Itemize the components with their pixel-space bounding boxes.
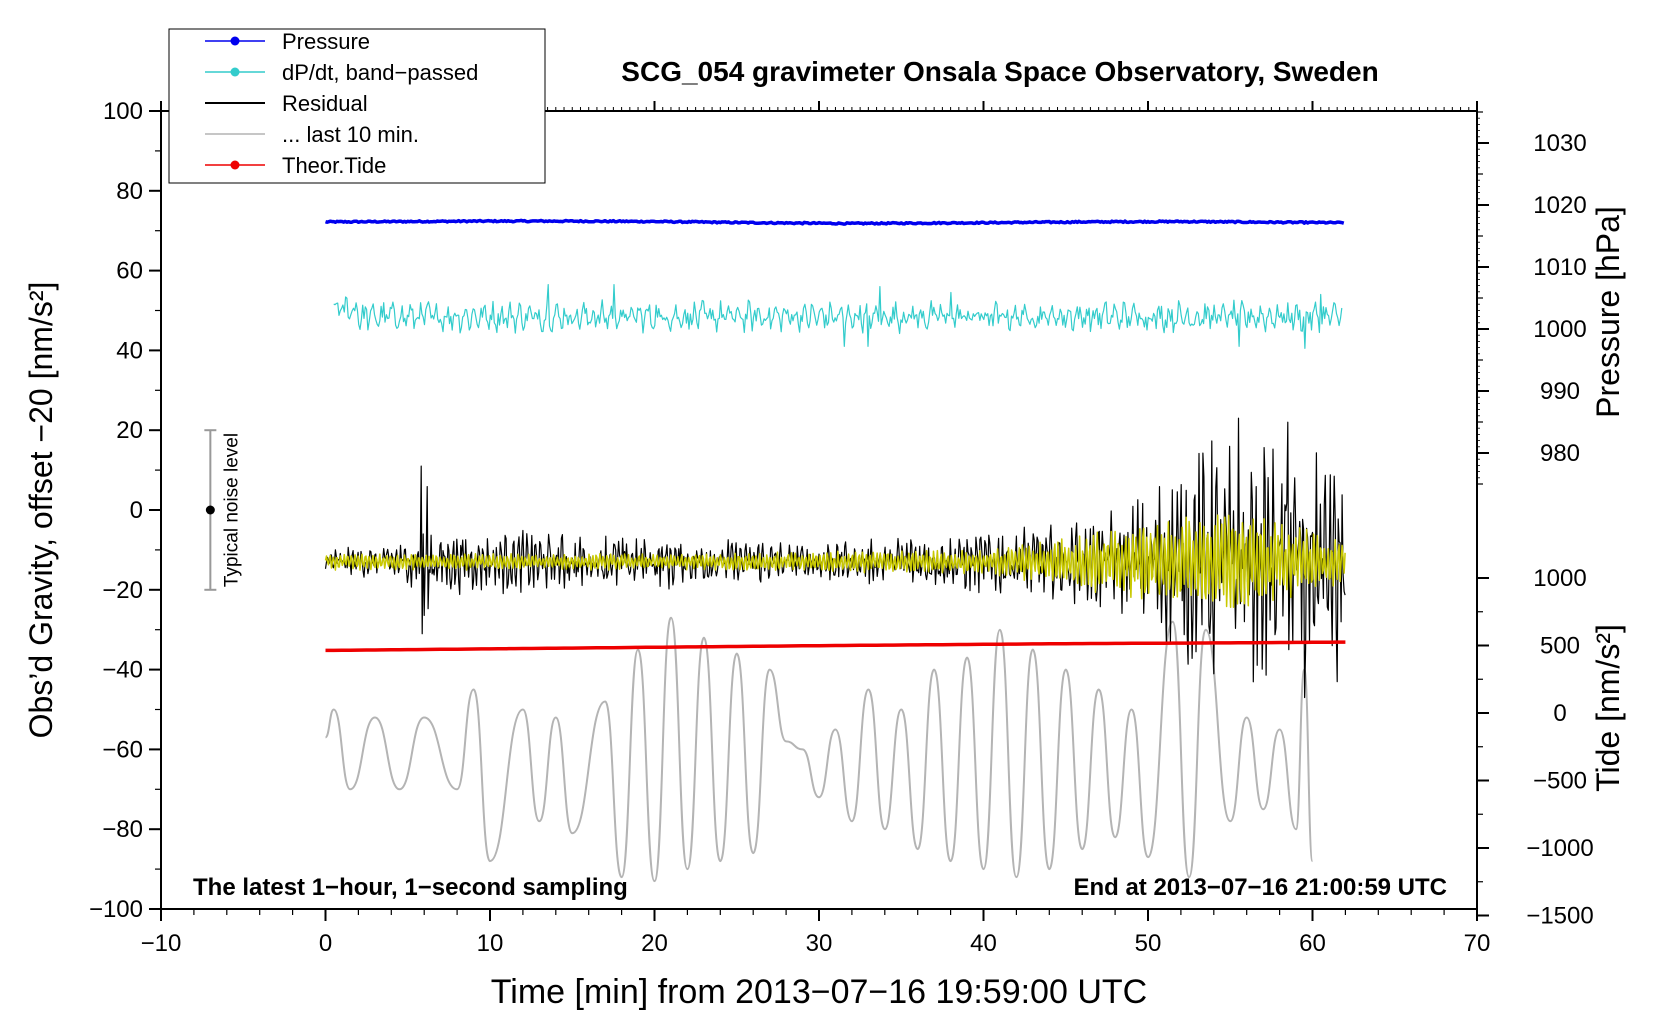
y-tick-label: −60 [102,736,143,763]
tide-tick-label: 0 [1553,700,1566,727]
tide-tick-label: −1500 [1526,903,1593,930]
legend-label: dP/dt, band−passed [282,60,478,85]
series-theor-tide [325,640,1346,653]
pressure-tick-label: 1000 [1533,316,1586,343]
x-axis-label: Time [min] from 2013−07−16 19:59:00 UTC [491,973,1147,1011]
legend-marker [230,160,240,170]
annotation-sampling: The latest 1−hour, 1−second sampling [193,874,628,901]
chart-title: SCG_054 gravimeter Onsala Space Observat… [621,56,1378,87]
y-tick-label: −40 [102,657,143,684]
y-tick-label: −100 [89,896,143,923]
series-residual-smoothed [324,514,1346,609]
pressure-tick-label: 980 [1540,440,1580,467]
noise-bar: Typical noise level [204,429,242,591]
tide-axis-label: Tide [nm/s²] [1590,624,1626,792]
tide-tick-label: −1000 [1526,835,1593,862]
y-tick-label: 100 [103,98,143,125]
legend-box [168,28,546,184]
legend: Pressure dP/dt, band−passed Residual ... la… [168,28,546,184]
pressure-axis-ticks: 1030 1020 1010 1000 990 980 [1477,111,1587,485]
legend-label: Pressure [282,29,370,54]
x-tick-label: 60 [1299,930,1326,957]
tide-axis-ticks: 1000 500 0 −500 −1000 −1500 [1477,565,1594,930]
x-tick-label: 0 [319,930,332,957]
pressure-tick-label: 1030 [1533,130,1586,157]
tide-tick-label: 1000 [1533,565,1586,592]
y-tick-label: 40 [116,337,143,364]
tide-tick-label: 500 [1540,633,1580,660]
legend-marker [230,67,240,77]
x-tick-label: 10 [477,930,504,957]
legend-label: ... last 10 min. [282,122,419,147]
y-tick-label: −20 [102,577,143,604]
plot-frame [160,110,1478,910]
annotation-end-time: End at 2013−07−16 21:00:59 UTC [1073,874,1447,901]
pressure-tick-label: 990 [1540,378,1580,405]
y-axis-ticks: −100 −80 −60 −40 −20 0 20 40 60 80 100 [89,98,161,923]
x-tick-label: 20 [641,930,668,957]
y-tick-label: −80 [102,816,143,843]
series-dpdt [333,284,1343,349]
series-last-10-min [324,616,1314,883]
pressure-tick-label: 1010 [1533,254,1586,281]
pressure-axis-label: Pressure [hPa] [1590,206,1626,418]
noise-center-dot [205,505,215,515]
noise-bar-label: Typical noise level [221,433,242,587]
legend-label: Residual [282,91,368,116]
x-tick-label: 30 [806,930,833,957]
y-tick-label: 20 [116,417,143,444]
series-pressure [324,218,1345,226]
y-tick-label: 60 [116,258,143,285]
x-tick-label: 40 [970,930,997,957]
x-tick-label: 70 [1464,930,1491,957]
tide-tick-label: −500 [1533,768,1587,795]
series-residual [324,417,1346,699]
x-tick-label: 50 [1135,930,1162,957]
x-axis-ticks: −10 0 10 20 30 40 50 60 70 [141,101,1491,957]
legend-marker [230,36,240,46]
pressure-tick-label: 1020 [1533,192,1586,219]
series-layer [324,218,1346,883]
y-tick-label: 0 [130,497,143,524]
y-axis-label: Obs’d Gravity, offset −20 [nm/s²] [23,282,59,739]
x-tick-label: −10 [141,930,182,957]
legend-label: Theor.Tide [282,153,386,178]
y-tick-label: 80 [116,178,143,205]
